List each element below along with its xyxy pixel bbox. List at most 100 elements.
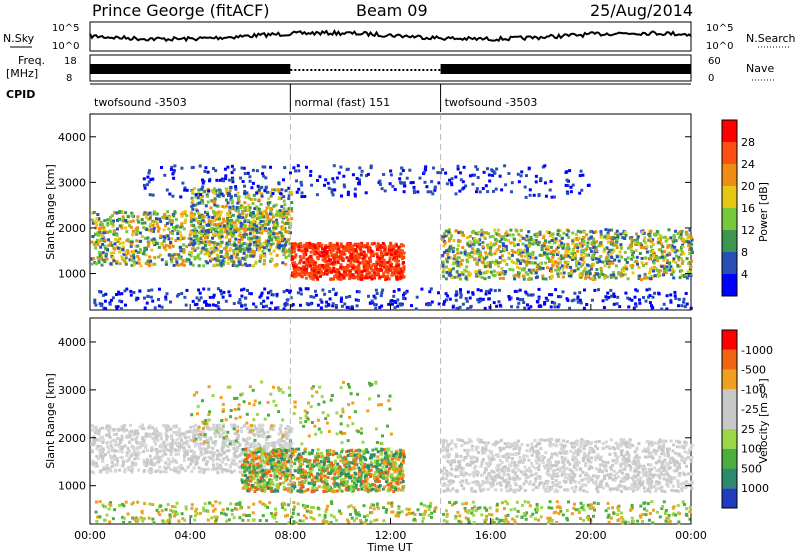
heatmap-cell [197,307,200,310]
nsky-top-tick: 10^5 [52,23,79,34]
heatmap-cell [490,253,493,256]
heatmap-cell [493,270,496,273]
heatmap-cell [455,299,458,302]
heatmap-cell [466,307,469,310]
heatmap-cell [681,262,684,265]
heatmap-cell [205,451,208,454]
heatmap-cell [202,458,205,461]
heatmap-cell [412,181,415,184]
heatmap-cell [291,258,294,261]
heatmap-cell [242,227,245,230]
heatmap-cell [112,251,115,254]
heatmap-cell [591,256,594,259]
heatmap-cell [483,258,486,261]
heatmap-cell [207,200,210,203]
heatmap-cell [343,185,346,188]
heatmap-cell [165,432,168,435]
heatmap-cell [522,260,525,263]
heatmap-cell [489,242,492,245]
heatmap-cell [252,182,255,185]
heatmap-cell [459,296,462,299]
heatmap-cell [146,262,149,265]
heatmap-cell [133,263,136,266]
heatmap-cell [590,250,593,253]
heatmap-cell [555,237,558,240]
heatmap-cell [206,252,209,255]
heatmap-cell [163,237,166,240]
heatmap-cell [142,450,145,453]
heatmap-cell [310,277,313,280]
heatmap-cell [136,245,139,248]
heatmap-cell [175,218,178,221]
heatmap-cell [225,199,228,202]
heatmap-cell [95,217,98,220]
heatmap-cell [434,187,437,190]
heatmap-cell [382,173,385,176]
heatmap-cell [196,442,199,445]
heatmap-cell [232,214,235,217]
heatmap-cell [492,235,495,238]
heatmap-cell [627,256,630,259]
heatmap-cell [462,186,465,189]
heatmap-cell [626,261,629,264]
heatmap-cell [554,260,557,263]
heatmap-cell [238,298,241,301]
heatmap-cell [371,269,374,272]
heatmap-cell [595,249,598,252]
heatmap-cell [194,303,197,306]
heatmap-cell [199,438,202,441]
heatmap-cell [464,252,467,255]
heatmap-cell [183,227,186,230]
heatmap-cell [687,270,690,273]
heatmap-cell [519,289,522,292]
heatmap-cell [508,252,511,255]
heatmap-cell [226,232,229,235]
heatmap-cell [529,236,532,239]
heatmap-cell [190,470,193,473]
heatmap-cell [177,466,180,469]
heatmap-cell [210,227,213,230]
heatmap-cell [258,240,261,243]
heatmap-cell [425,185,428,188]
heatmap-cell [351,307,354,310]
heatmap-cell [480,289,483,292]
heatmap-cell [215,211,218,214]
heatmap-cell [263,446,266,449]
heatmap-cell [137,457,140,460]
heatmap-cell [207,171,210,174]
heatmap-cell [604,248,607,251]
heatmap-cell [505,263,508,266]
heatmap-cell [644,257,647,260]
heatmap-cell [566,246,569,249]
heatmap-cell [453,276,456,279]
heatmap-cell [191,208,194,211]
heatmap-cell [557,275,560,278]
heatmap-cell [521,298,524,301]
heatmap-cell [613,303,616,306]
heatmap-cell [551,233,554,236]
heatmap-cell [476,298,479,301]
heatmap-cell [519,239,522,242]
heatmap-cell [252,220,255,223]
heatmap-cell [330,251,333,254]
heatmap-cell [574,254,577,257]
heatmap-cell [557,251,560,254]
heatmap-cell [167,234,170,237]
heatmap-cell [284,243,287,246]
heatmap-cell [470,251,473,254]
heatmap-cell [142,252,145,255]
heatmap-cell [483,171,486,174]
heatmap-cell [577,267,580,270]
heatmap-cell [484,307,487,310]
heatmap-cell [258,198,261,201]
heatmap-cell [495,305,498,308]
heatmap-cell [381,289,384,292]
heatmap-cell [267,291,270,294]
heatmap-cell [671,249,674,252]
heatmap-cell [536,269,539,272]
heatmap-cell [174,449,177,452]
heatmap-cell [159,435,162,438]
heatmap-cell [392,295,395,298]
heatmap-cell [490,271,493,274]
heatmap-cell [646,251,649,254]
